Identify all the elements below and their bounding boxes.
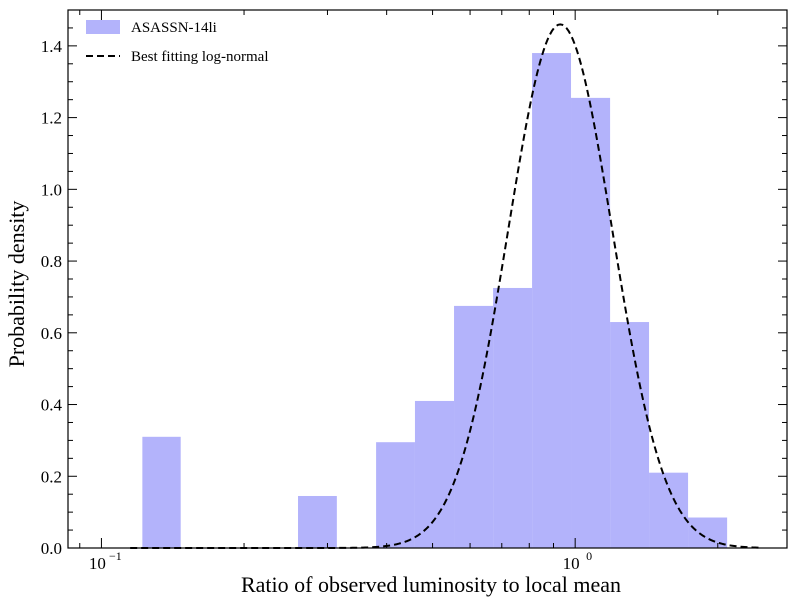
histogram-bar-12 [610, 322, 650, 548]
legend-swatch-histogram [86, 20, 120, 34]
x-tick-exponent: 0 [586, 549, 592, 563]
x-tick-label: 10 [89, 554, 106, 573]
x-tick-exponent: −1 [109, 549, 122, 563]
y-tick-label: 0.6 [41, 324, 62, 343]
legend: ASASSN-14li Best fitting log-normal [86, 20, 268, 65]
histogram-bar-11 [571, 97, 611, 548]
axis-tick-labels: 0.00.20.40.60.81.01.21.410 −1 10 0 [41, 37, 592, 573]
legend-label-fit: Best fitting log-normal [131, 49, 268, 65]
histogram-bar-0 [142, 436, 181, 548]
y-tick-label: 0.4 [41, 396, 63, 415]
histogram-bars [142, 53, 728, 548]
histogram-bar-8 [454, 305, 494, 548]
histogram-bar-13 [649, 472, 689, 548]
y-axis-label: Probability density [4, 201, 29, 368]
legend-label-histogram: ASASSN-14li [131, 20, 217, 36]
histogram-bar-10 [532, 53, 572, 548]
y-tick-label: 1.4 [41, 37, 63, 56]
histogram-bar-7 [414, 400, 455, 548]
y-tick-label: 1.2 [41, 109, 62, 128]
x-axis-label: Ratio of observed luminosity to local me… [241, 572, 621, 597]
histogram-bar-4 [298, 495, 337, 548]
histogram-bar-6 [376, 442, 415, 548]
y-tick-label: 0.2 [41, 467, 62, 486]
x-tick-label: 10 [563, 554, 580, 573]
histogram-bar-9 [493, 287, 533, 548]
y-tick-label: 1.0 [41, 180, 62, 199]
axis-ticks [68, 9, 787, 549]
y-tick-label: 0.8 [41, 252, 62, 271]
y-tick-label: 0.0 [41, 539, 62, 558]
